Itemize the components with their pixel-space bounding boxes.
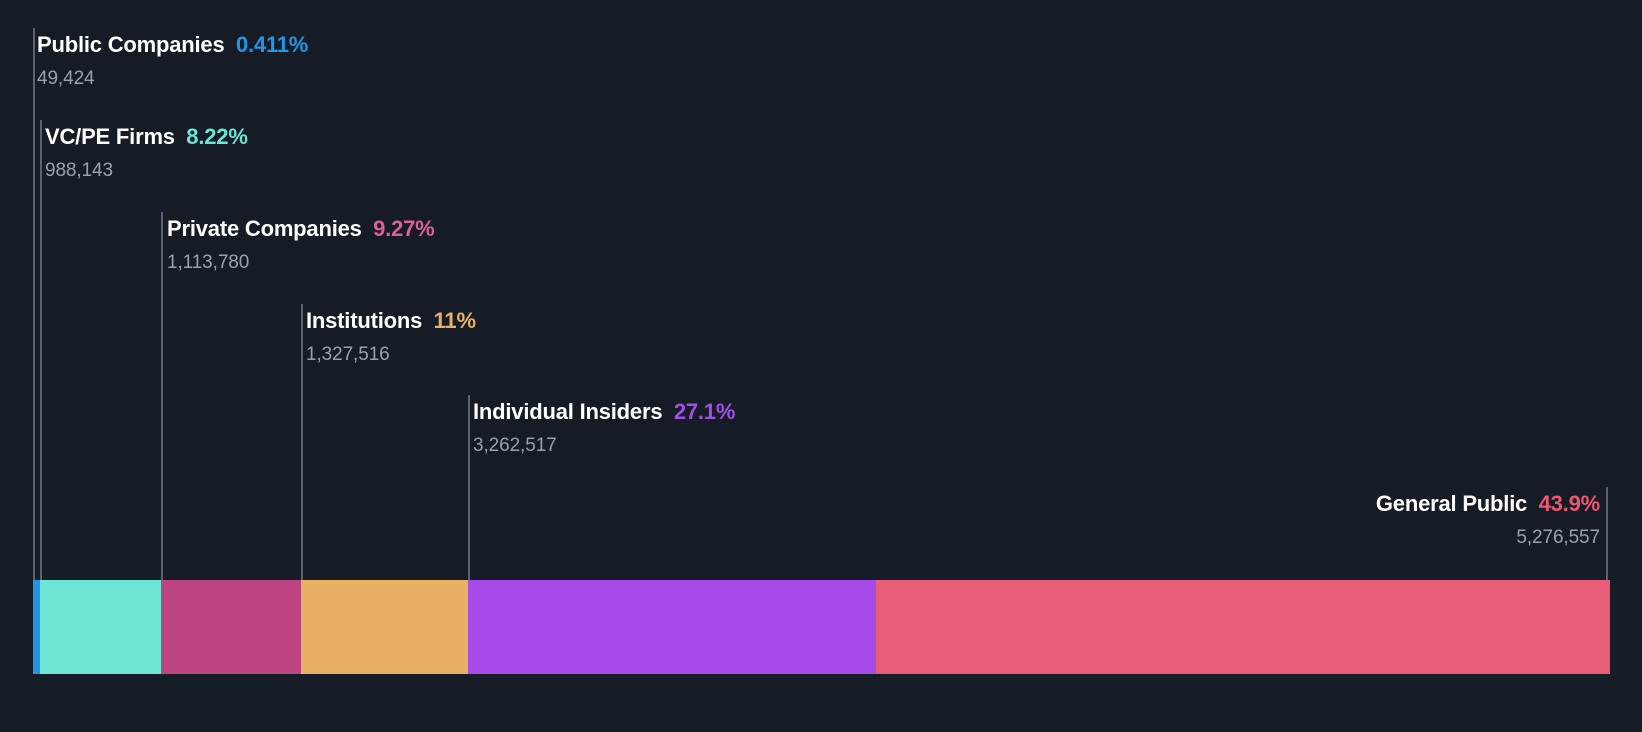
label-general-public-percent: 43.9% [1538, 491, 1601, 516]
bar-segment-private-companies[interactable] [161, 580, 301, 674]
label-public-companies-value: 49,424 [37, 68, 95, 89]
leader-line-institutions [301, 304, 303, 580]
label-vc-pe-firms: VC/PE Firms 8.22% 988,143 [45, 126, 248, 181]
label-private-companies-header: Private Companies 9.27% [167, 218, 435, 240]
label-individual-insiders: Individual Insiders 27.1% 3,262,517 [473, 401, 735, 456]
label-individual-insiders-title: Individual Insiders [473, 399, 663, 424]
bar-segment-institutions[interactable] [301, 580, 468, 674]
label-public-companies-header: Public Companies 0.411% [37, 34, 308, 56]
label-institutions-percent: 11% [433, 308, 476, 333]
bar-segment-general-public[interactable] [876, 580, 1610, 674]
label-general-public-header: General Public 43.9% [1000, 493, 1600, 515]
label-vc-pe-firms-value: 988,143 [45, 160, 113, 181]
stacked-bar [33, 580, 1610, 674]
leader-line-individual-insiders [468, 395, 470, 580]
label-private-companies-title: Private Companies [167, 216, 362, 241]
leader-line-private-companies [161, 212, 163, 580]
label-general-public: General Public 43.9% 5,276,557 [1000, 493, 1600, 548]
bar-segment-public-companies[interactable] [33, 580, 40, 674]
label-vc-pe-firms-percent: 8.22% [186, 124, 248, 149]
label-private-companies-percent: 9.27% [373, 216, 435, 241]
label-individual-insiders-header: Individual Insiders 27.1% [473, 401, 735, 423]
leader-line-public-companies [33, 28, 35, 580]
label-vc-pe-firms-title: VC/PE Firms [45, 124, 175, 149]
label-institutions-header: Institutions 11% [306, 310, 476, 332]
label-general-public-title: General Public [1375, 491, 1528, 516]
label-public-companies-percent: 0.411% [235, 32, 309, 57]
label-public-companies-title: Public Companies [37, 32, 225, 57]
label-institutions-title: Institutions [306, 308, 423, 333]
label-institutions: Institutions 11% 1,327,516 [306, 310, 476, 365]
label-public-companies: Public Companies 0.411% 49,424 [37, 34, 308, 89]
label-institutions-value: 1,327,516 [306, 344, 390, 365]
label-private-companies: Private Companies 9.27% 1,113,780 [167, 218, 435, 273]
label-individual-insiders-percent: 27.1% [673, 399, 736, 424]
label-private-companies-value: 1,113,780 [167, 252, 250, 273]
leader-line-general-public [1606, 487, 1608, 580]
bar-segment-vc-pe-firms[interactable] [40, 580, 161, 674]
label-general-public-value: 5,276,557 [1516, 527, 1600, 548]
label-vc-pe-firms-header: VC/PE Firms 8.22% [45, 126, 248, 148]
label-individual-insiders-value: 3,262,517 [473, 435, 557, 456]
leader-line-vc-pe-firms [40, 120, 42, 580]
bar-segment-individual-insiders[interactable] [468, 580, 876, 674]
